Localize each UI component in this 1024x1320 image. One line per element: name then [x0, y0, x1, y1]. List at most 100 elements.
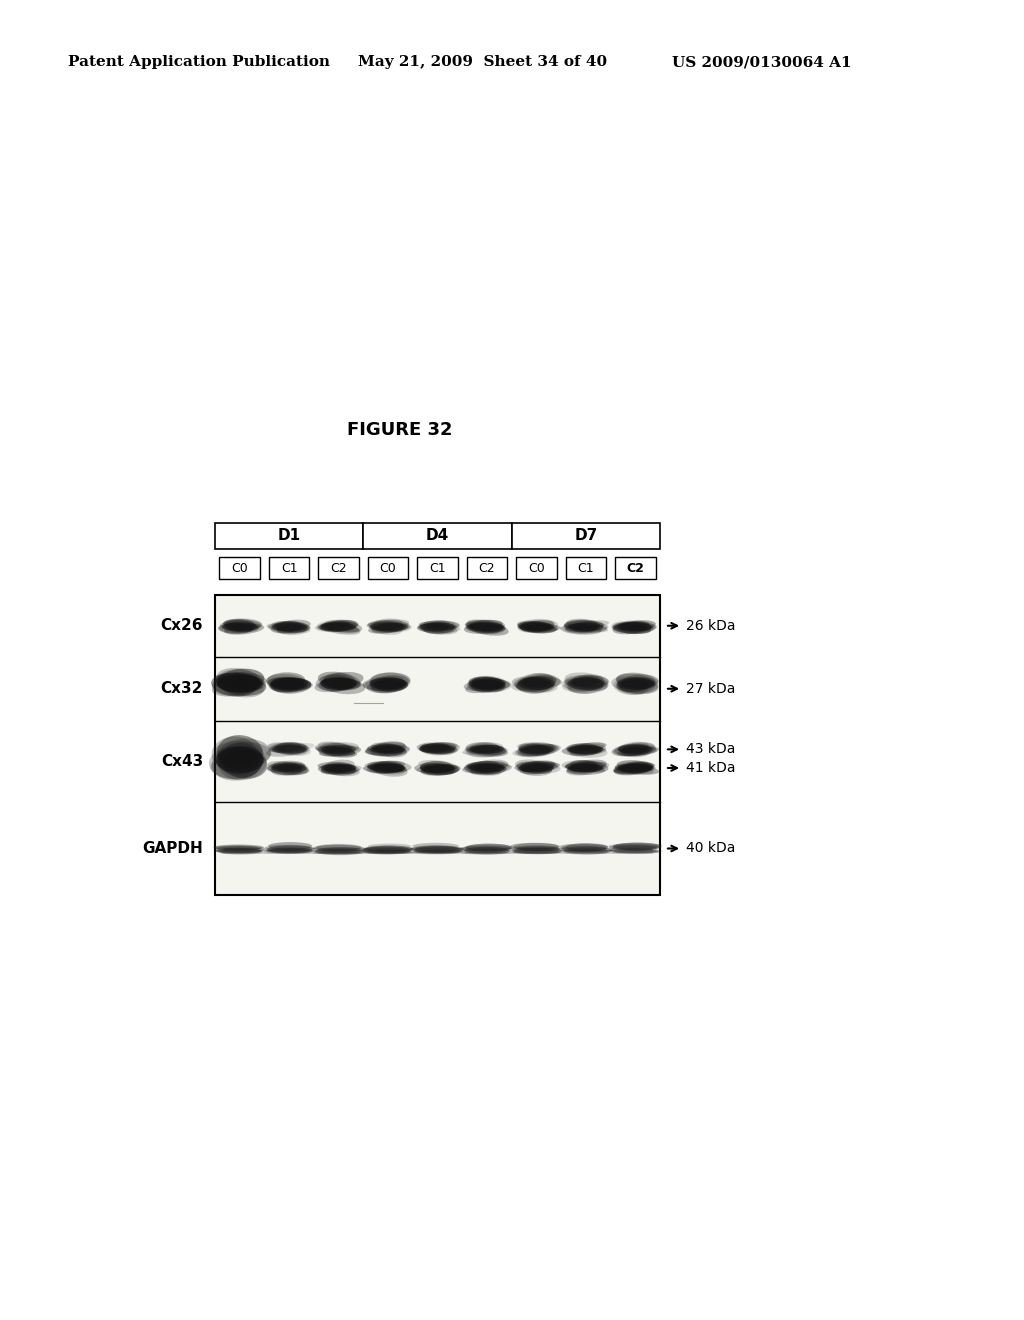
Ellipse shape [421, 766, 459, 775]
Ellipse shape [361, 850, 412, 854]
Ellipse shape [212, 737, 256, 771]
Ellipse shape [569, 743, 600, 755]
Ellipse shape [263, 850, 314, 853]
Ellipse shape [519, 746, 554, 754]
Ellipse shape [568, 678, 608, 694]
Ellipse shape [321, 677, 357, 690]
Ellipse shape [376, 744, 410, 752]
Ellipse shape [614, 622, 649, 630]
Ellipse shape [374, 620, 403, 632]
Ellipse shape [326, 623, 360, 635]
Ellipse shape [324, 746, 361, 756]
Ellipse shape [218, 850, 262, 853]
Ellipse shape [518, 622, 552, 630]
Ellipse shape [419, 623, 451, 631]
Ellipse shape [224, 624, 264, 635]
Ellipse shape [366, 851, 415, 854]
Ellipse shape [311, 851, 361, 854]
Ellipse shape [523, 675, 556, 688]
Ellipse shape [565, 763, 602, 772]
Ellipse shape [269, 743, 306, 752]
Ellipse shape [267, 764, 302, 775]
Ellipse shape [315, 675, 355, 692]
Ellipse shape [416, 846, 458, 851]
Ellipse shape [469, 678, 504, 693]
Bar [269, 557, 309, 579]
Ellipse shape [364, 846, 413, 853]
Ellipse shape [361, 847, 413, 853]
Ellipse shape [317, 850, 360, 854]
Ellipse shape [411, 845, 460, 853]
Ellipse shape [465, 760, 506, 770]
Ellipse shape [374, 760, 412, 772]
Ellipse shape [612, 850, 662, 854]
Ellipse shape [560, 843, 608, 851]
Ellipse shape [324, 620, 357, 630]
Ellipse shape [562, 845, 607, 851]
Ellipse shape [467, 619, 503, 630]
Ellipse shape [322, 764, 356, 774]
Ellipse shape [365, 849, 409, 853]
Ellipse shape [211, 673, 256, 697]
Ellipse shape [563, 619, 599, 630]
Ellipse shape [466, 624, 499, 634]
Ellipse shape [369, 764, 404, 775]
Ellipse shape [371, 672, 411, 689]
Ellipse shape [568, 763, 603, 772]
Ellipse shape [609, 847, 659, 853]
Ellipse shape [464, 680, 502, 692]
Ellipse shape [215, 747, 264, 774]
Ellipse shape [275, 677, 310, 690]
Ellipse shape [319, 622, 358, 631]
Ellipse shape [617, 680, 651, 692]
Ellipse shape [516, 677, 556, 692]
Ellipse shape [367, 680, 403, 693]
Ellipse shape [268, 622, 307, 632]
Ellipse shape [421, 766, 456, 775]
Ellipse shape [519, 763, 554, 772]
Bar [512, 523, 660, 549]
Ellipse shape [517, 623, 554, 634]
Ellipse shape [318, 746, 351, 756]
Ellipse shape [212, 678, 261, 697]
Ellipse shape [467, 676, 502, 692]
Ellipse shape [516, 762, 552, 774]
Ellipse shape [514, 762, 553, 772]
Ellipse shape [419, 622, 458, 630]
Bar [364, 523, 512, 549]
Ellipse shape [525, 624, 556, 634]
Ellipse shape [267, 846, 315, 853]
Ellipse shape [520, 763, 554, 775]
Ellipse shape [366, 746, 403, 756]
Ellipse shape [560, 624, 602, 635]
Ellipse shape [419, 743, 451, 752]
Ellipse shape [467, 760, 501, 774]
Ellipse shape [469, 744, 505, 754]
Text: D7: D7 [574, 528, 597, 544]
Ellipse shape [220, 678, 264, 697]
Ellipse shape [618, 746, 650, 758]
Ellipse shape [217, 748, 259, 775]
Ellipse shape [418, 760, 458, 771]
Ellipse shape [419, 743, 450, 752]
Ellipse shape [415, 850, 461, 854]
Ellipse shape [467, 762, 504, 770]
Ellipse shape [270, 677, 311, 692]
Ellipse shape [513, 847, 563, 854]
Ellipse shape [517, 677, 550, 694]
Ellipse shape [466, 742, 500, 752]
Ellipse shape [562, 850, 608, 854]
Ellipse shape [464, 847, 509, 853]
Ellipse shape [513, 843, 559, 850]
Ellipse shape [268, 842, 312, 850]
Ellipse shape [615, 673, 655, 688]
Ellipse shape [469, 743, 503, 754]
Ellipse shape [267, 743, 308, 752]
Ellipse shape [214, 846, 264, 854]
Ellipse shape [370, 678, 402, 692]
Ellipse shape [219, 623, 254, 634]
Ellipse shape [613, 849, 659, 854]
Ellipse shape [317, 672, 356, 689]
Ellipse shape [420, 744, 455, 754]
Ellipse shape [465, 623, 503, 632]
